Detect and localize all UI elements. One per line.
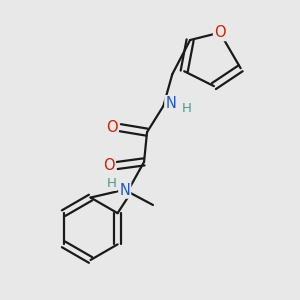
Text: H: H bbox=[182, 103, 191, 116]
Text: O: O bbox=[214, 25, 226, 40]
Text: N: N bbox=[165, 96, 176, 111]
Text: O: O bbox=[106, 120, 118, 135]
Text: N: N bbox=[119, 183, 130, 198]
Text: O: O bbox=[103, 158, 115, 173]
Text: H: H bbox=[106, 177, 116, 190]
